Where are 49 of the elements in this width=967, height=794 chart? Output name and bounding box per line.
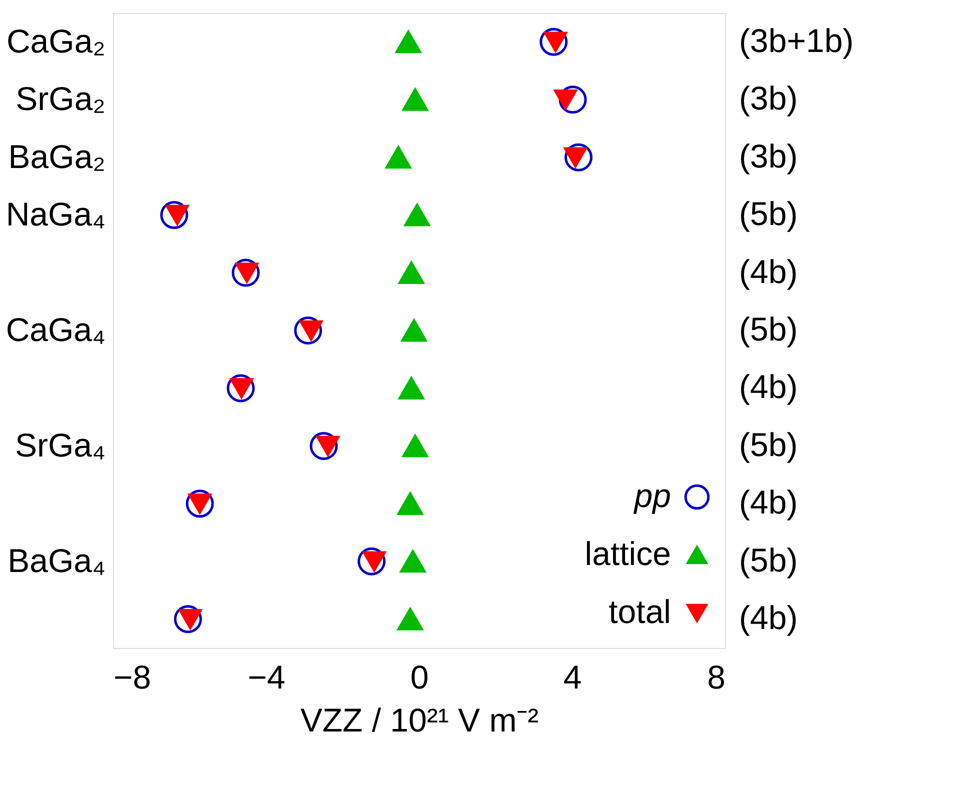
- point: [564, 143, 592, 172]
- point: [358, 547, 386, 576]
- point: [402, 434, 428, 458]
- point: [540, 28, 568, 56]
- legend-label: lattice: [584, 535, 671, 572]
- point: [397, 608, 424, 630]
- x-axis-title: VZZ / 10²¹ V m⁻²: [300, 702, 539, 738]
- x-tick-label: −8: [114, 658, 152, 696]
- y2-tick-label: (3b): [739, 80, 798, 117]
- point: [402, 88, 428, 111]
- x-tick-label: −4: [248, 658, 286, 696]
- y-tick-label: SrGa₂: [16, 80, 106, 118]
- point: [395, 30, 422, 54]
- point: [398, 262, 424, 284]
- point: [232, 258, 260, 287]
- y2-tick-label: (5b): [739, 426, 798, 463]
- point: [310, 432, 338, 460]
- point: [397, 492, 424, 515]
- y2-tick-label: (4b): [739, 252, 798, 290]
- y2-tick-label: (4b): [739, 368, 798, 406]
- legend-label: pp: [633, 477, 671, 514]
- point: [400, 550, 426, 573]
- point: [226, 374, 255, 402]
- point: [398, 376, 424, 400]
- y-tick-label: BaGa₂: [8, 138, 106, 175]
- y2-tick-label: (4b): [739, 599, 798, 636]
- point: [386, 146, 412, 169]
- point: [160, 201, 188, 230]
- y-tick-label: SrGa₄: [15, 426, 106, 464]
- y2-tick-label: (5b): [739, 195, 798, 232]
- y-tick-label: NaGa₄: [6, 196, 106, 233]
- x-tick-label: 4: [563, 658, 582, 696]
- y-tick-label: BaGa₄: [8, 542, 106, 579]
- y-tick-label: CaGa₄: [6, 311, 106, 348]
- y2-tick-label: (5b): [739, 310, 798, 348]
- legend-label: total: [608, 593, 671, 630]
- x-tick-label: 8: [707, 658, 726, 696]
- x-tick-label: 0: [410, 658, 429, 696]
- y2-tick-label: (4b): [739, 484, 798, 521]
- point: [174, 605, 202, 634]
- point: [404, 204, 430, 226]
- point: [401, 319, 427, 342]
- point: [186, 490, 214, 518]
- y2-tick-label: (3b+1b): [739, 22, 854, 59]
- y-tick-label: CaGa₂: [6, 22, 106, 60]
- y2-tick-label: (5b): [739, 541, 798, 578]
- point: [294, 316, 322, 344]
- point: [558, 86, 587, 114]
- y2-tick-label: (3b): [739, 137, 798, 174]
